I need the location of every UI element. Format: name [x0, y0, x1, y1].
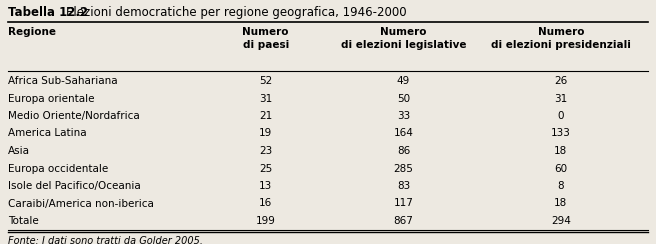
Text: 33: 33	[397, 111, 410, 121]
Text: Totale: Totale	[8, 216, 39, 226]
Text: 50: 50	[397, 93, 410, 103]
Text: 867: 867	[394, 216, 413, 226]
Text: 49: 49	[397, 76, 410, 86]
Text: 133: 133	[551, 129, 571, 139]
Text: 25: 25	[259, 163, 272, 173]
Text: 16: 16	[259, 199, 272, 209]
Text: 31: 31	[554, 93, 567, 103]
Text: America Latina: America Latina	[8, 129, 87, 139]
Text: 13: 13	[259, 181, 272, 191]
Text: 52: 52	[259, 76, 272, 86]
Text: 19: 19	[259, 129, 272, 139]
Text: 18: 18	[554, 199, 567, 209]
Text: Elezioni democratiche per regione geografica, 1946-2000: Elezioni democratiche per regione geogra…	[66, 6, 407, 19]
Text: 294: 294	[551, 216, 571, 226]
Text: Asia: Asia	[8, 146, 30, 156]
Text: 31: 31	[259, 93, 272, 103]
Text: Caraibi/America non-iberica: Caraibi/America non-iberica	[8, 199, 154, 209]
Text: Numero
di paesi: Numero di paesi	[243, 27, 289, 50]
Text: 21: 21	[259, 111, 272, 121]
Text: 164: 164	[394, 129, 413, 139]
Text: 0: 0	[558, 111, 564, 121]
Text: 86: 86	[397, 146, 410, 156]
Text: 8: 8	[558, 181, 564, 191]
Text: Europa orientale: Europa orientale	[8, 93, 94, 103]
Text: 199: 199	[256, 216, 276, 226]
Text: 83: 83	[397, 181, 410, 191]
Text: Africa Sub-Sahariana: Africa Sub-Sahariana	[8, 76, 117, 86]
Text: 18: 18	[554, 146, 567, 156]
Text: Numero
di elezioni presidenziali: Numero di elezioni presidenziali	[491, 27, 631, 50]
Text: 285: 285	[394, 163, 413, 173]
Text: Medio Oriente/Nordafrica: Medio Oriente/Nordafrica	[8, 111, 140, 121]
Text: Regione: Regione	[8, 27, 56, 37]
Text: Europa occidentale: Europa occidentale	[8, 163, 108, 173]
Text: 26: 26	[554, 76, 567, 86]
Text: Numero
di elezioni legislative: Numero di elezioni legislative	[340, 27, 466, 50]
Text: Fonte: I dati sono tratti da Golder 2005.: Fonte: I dati sono tratti da Golder 2005…	[8, 236, 203, 244]
Text: 60: 60	[554, 163, 567, 173]
Text: Tabella 12.2: Tabella 12.2	[8, 6, 88, 19]
Text: 23: 23	[259, 146, 272, 156]
Text: Isole del Pacifico/Oceania: Isole del Pacifico/Oceania	[8, 181, 140, 191]
Text: 117: 117	[394, 199, 413, 209]
